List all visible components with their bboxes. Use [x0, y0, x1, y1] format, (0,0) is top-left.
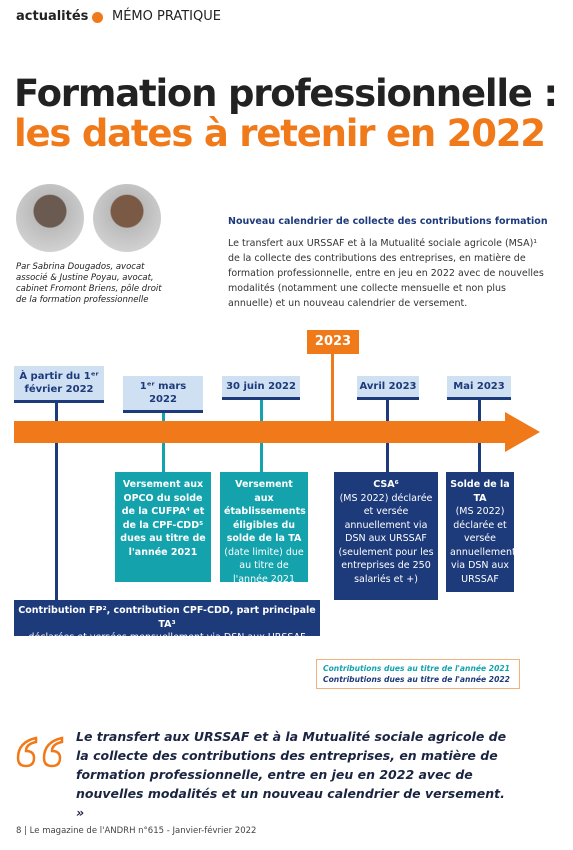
box-bold: Versement aux établissements éligibles d… — [224, 479, 306, 544]
info-box: Versement aux établissements éligibles d… — [220, 472, 308, 585]
info-box: Versement aux OPCO du solde de la CUFPA⁴… — [115, 472, 211, 582]
quote-glyph — [16, 736, 64, 768]
footer: 8 | Le magazine de l'ANDRH n°615 - Janvi… — [16, 826, 257, 836]
info-box: Solde de la TA (MS 2022) déclarée et vers… — [446, 472, 516, 592]
legend-item: Contributions dues au titre de l'année 2… — [323, 664, 510, 673]
box-bold: Versement aux OPCO du solde de la CUFPA⁴… — [120, 479, 206, 558]
byline: Par Sabrina Dougados, avocat associé & J… — [16, 262, 162, 305]
box-text: (MS 2022) déclarée et versée annuellemen… — [338, 492, 434, 585]
legend: Contributions dues au titre de l'année 2… — [316, 659, 520, 689]
intro-text: Le transfert aux URSSAF et à la Mutualit… — [228, 238, 544, 309]
year-tag: 2023 — [307, 330, 359, 354]
monthly-bar: Contribution FP², contribution CPF-CDD, … — [14, 600, 320, 643]
date-tag: Avril 2023 — [357, 376, 419, 400]
section: actualités — [16, 9, 89, 24]
legend-item: Contributions dues au titre de l'année 2… — [323, 675, 510, 684]
info-box: CSA⁶ (MS 2022) déclarée et versée annuell… — [334, 472, 438, 600]
connector — [331, 350, 334, 430]
date-tag: À partir du 1ᵉʳ février 2022 — [14, 366, 104, 403]
arrow-shaft — [14, 421, 514, 443]
pull-quote: Le transfert aux URSSAF et à la Mutualit… — [76, 729, 507, 820]
bar-text: déclarées et versées mensuellement via D… — [28, 632, 306, 643]
connector — [55, 400, 58, 605]
intro-heading: Nouveau calendrier de collecte des contr… — [228, 216, 548, 227]
date-tag: 30 juin 2022 — [222, 376, 300, 400]
title-line2: les dates à retenir en 2022 — [14, 112, 546, 155]
quote-mark — [16, 736, 64, 768]
dot — [92, 12, 103, 23]
timeline-arrow — [14, 412, 540, 452]
box-text: (MS 2022) déclarée et versée annuellemen… — [450, 506, 516, 585]
date-tag: Mai 2023 — [447, 376, 511, 400]
box-bold: Solde de la TA — [450, 479, 510, 504]
date-tag: 1ᵉʳ mars 2022 — [123, 376, 203, 413]
box-bold: CSA⁶ — [373, 479, 399, 490]
rubric: MÉMO PRATIQUE — [112, 9, 221, 24]
photo — [93, 184, 161, 252]
arrow-head — [505, 412, 540, 452]
bar-bold: Contribution FP², contribution CPF-CDD, … — [18, 605, 316, 630]
title-line1: Formation professionnelle : — [14, 72, 558, 115]
photo — [16, 184, 84, 252]
box-text: (date limite) due au titre de l'année 20… — [224, 546, 304, 585]
